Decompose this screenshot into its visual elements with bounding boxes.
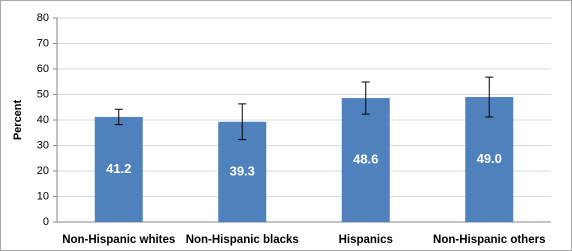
y-tick-label: 70 xyxy=(37,37,49,49)
y-tick-label: 10 xyxy=(37,190,49,202)
x-tick-label: Hispanics xyxy=(339,234,393,246)
y-axis-label: Percent xyxy=(12,99,24,140)
value-label: 49.0 xyxy=(477,151,502,166)
x-tick-label: Non-Hispanic blacks xyxy=(186,234,299,246)
value-label: 48.6 xyxy=(353,151,378,166)
x-tick-label: Non-Hispanic whites xyxy=(62,234,175,246)
error-bar xyxy=(238,103,247,141)
error-bar xyxy=(114,108,123,126)
value-label: 39.3 xyxy=(230,163,255,178)
y-tick-label: 50 xyxy=(37,88,49,100)
x-tick-label: Non-Hispanic others xyxy=(433,234,545,246)
y-tick-label: 60 xyxy=(37,63,49,75)
y-tick-label: 30 xyxy=(37,139,49,151)
value-label: 41.2 xyxy=(106,161,131,176)
y-tick-label: 80 xyxy=(37,12,49,24)
y-tick-label: 40 xyxy=(37,114,49,126)
bar xyxy=(94,116,143,222)
y-tick-label: 0 xyxy=(43,216,49,228)
error-bar xyxy=(361,81,370,115)
bar xyxy=(465,97,514,222)
bar xyxy=(341,98,390,222)
error-bar xyxy=(485,76,494,118)
y-tick-label: 20 xyxy=(37,165,49,177)
